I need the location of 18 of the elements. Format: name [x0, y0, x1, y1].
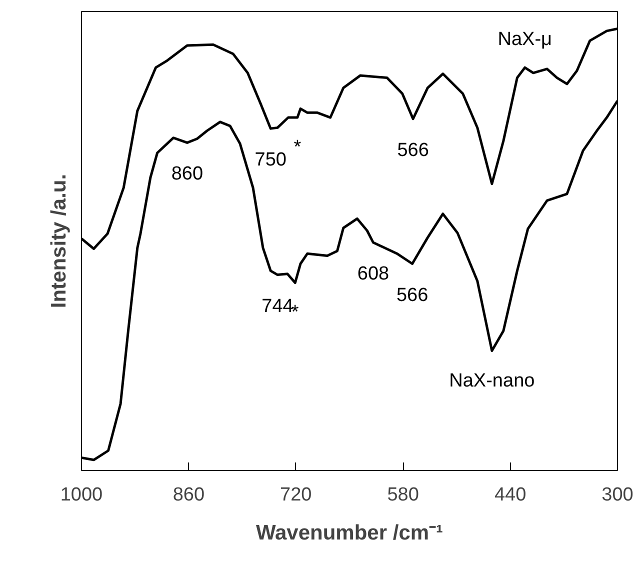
x-tick-label: 440 [494, 484, 526, 506]
annotation: 744 [262, 296, 294, 317]
annotation: 860 [171, 164, 204, 185]
x-tick-label: 300 [602, 484, 634, 506]
annotation: * [291, 302, 300, 324]
annotation: NaX-μ [498, 29, 552, 50]
annotation: 608 [357, 264, 390, 285]
x-tick-label: 720 [280, 484, 312, 506]
y-axis-title: Intensity /a.u. [48, 174, 70, 308]
annotation: * [294, 137, 302, 158]
x-tick-label: 580 [387, 484, 419, 506]
annotation: 566 [396, 284, 428, 306]
x-tick-label: 860 [172, 484, 205, 506]
annotation: NaX-nano [449, 370, 535, 392]
annotation: 566 [397, 140, 429, 161]
annotation: 750 [254, 150, 286, 171]
x-axis-title: Wavenumber /cm⁻¹ [256, 522, 444, 544]
x-tick-label: 1000 [60, 484, 103, 506]
